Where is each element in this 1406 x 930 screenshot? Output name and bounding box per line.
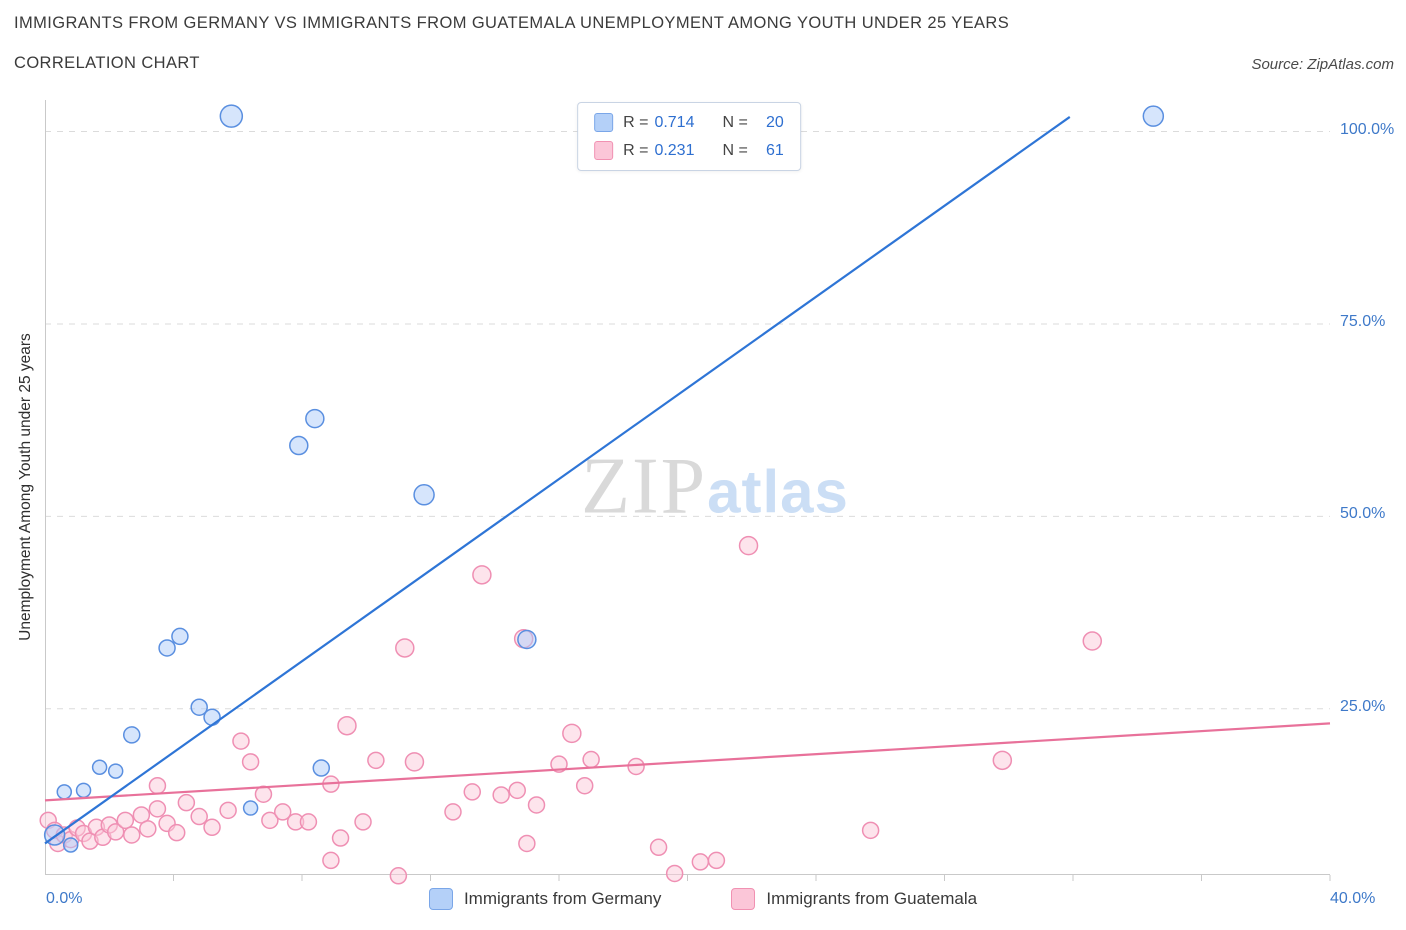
scatter-point-guatemala [190,807,208,826]
legend-item-germany: Immigrants from Germany [428,888,662,910]
r-label: R = [623,141,649,159]
scatter-point-guatemala [219,801,237,820]
guatemala-swatch-icon [731,888,756,910]
correlation-legend-box: R = 0.714 N = 20 R = 0.231 N = 61 [577,102,801,171]
scatter-point-guatemala [550,755,568,773]
scatter-point-germany [122,726,141,744]
scatter-point-guatemala [1082,631,1103,651]
scatter-point-guatemala [148,776,167,795]
scatter-point-guatemala [177,793,196,812]
scatter-point-germany [107,763,124,779]
scatter-point-guatemala [463,783,482,801]
scatter-point-germany [305,408,325,429]
scatter-point-germany [190,698,208,716]
scatter-point-guatemala [273,803,292,821]
scatter-point-guatemala [707,851,726,870]
scatter-point-guatemala [261,811,279,830]
y-tick-label: 75.0% [1340,312,1386,330]
plot-svg [39,100,1331,885]
scatter-point-guatemala [738,535,759,556]
scatter-point-guatemala [527,796,546,814]
y-axis-title: Unemployment Among Youth under 25 years [17,333,34,641]
scatter-point-germany [312,759,331,777]
legend-item-guatemala: Immigrants from Guatemala [731,888,977,910]
n-label: N = [722,141,748,159]
scatter-point-germany [203,708,221,726]
r-label: R = [623,113,649,131]
page-title: IMMIGRANTS FROM GERMANY VS IMMIGRANTS FR… [14,14,1010,32]
scatter-point-guatemala [575,776,594,795]
source-attribution: Source: ZipAtlas.com [1251,56,1394,73]
guatemala-swatch-icon [594,141,614,160]
x-axis-max-label: 40.0% [1330,890,1376,907]
scatter-point-guatemala [518,834,536,853]
chart-subtitle: CORRELATION CHART [14,54,200,72]
scatter-point-germany [219,104,244,128]
y-tick-label: 25.0% [1340,697,1386,715]
scatter-point-guatemala [649,838,668,857]
legend-label-guatemala: Immigrants from Guatemala [766,889,978,908]
scatter-point-guatemala [691,853,710,871]
scatter-point-guatemala [241,753,260,771]
n-label: N = [722,113,748,131]
legend-row-germany: R = 0.714 N = 20 [594,113,784,132]
scatter-point-guatemala [367,751,385,770]
trend-line-germany [44,116,1071,845]
plot-area [39,100,1331,885]
scatter-point-guatemala [404,752,425,772]
scatter-point-guatemala [627,757,645,776]
scatter-point-germany [242,800,259,816]
y-tick-label: 100.0% [1340,120,1395,138]
scatter-point-guatemala [337,715,357,736]
scatter-point-germany [91,759,108,776]
legend-label-germany: Immigrants from Germany [463,889,662,908]
scatter-point-germany [56,784,73,800]
scatter-point-guatemala [148,800,167,818]
scatter-point-guatemala [562,723,582,744]
scatter-point-guatemala [322,851,340,870]
scatter-point-guatemala [331,829,350,847]
scatter-point-guatemala [472,565,492,585]
scatter-point-guatemala [122,826,141,844]
scatter-point-guatemala [395,638,415,658]
scatter-point-guatemala [665,864,684,883]
scatter-point-guatemala [492,786,510,804]
scatter-point-guatemala [116,811,135,830]
scatter-point-guatemala [167,823,186,842]
y-tick-label: 50.0% [1340,505,1386,523]
x-axis-min-label: 0.0% [46,890,83,907]
germany-swatch-icon [594,113,614,132]
scatter-point-germany [158,639,176,657]
scatter-point-germany [75,782,92,799]
scatter-point-germany [517,629,537,650]
scatter-point-guatemala [582,750,600,769]
n-value-guatemala: 61 [765,141,784,159]
scatter-point-guatemala [203,818,221,837]
scatter-point-guatemala [139,820,157,838]
scatter-point-guatemala [861,821,880,840]
scatter-point-guatemala [992,750,1013,771]
scatter-point-germany [1142,105,1165,127]
germany-swatch-icon [428,888,453,910]
scatter-point-germany [413,484,435,506]
scatter-point-guatemala [354,813,372,831]
series-legend: Immigrants from Germany Immigrants from … [0,888,1406,910]
legend-row-guatemala: R = 0.231 N = 61 [594,141,784,160]
n-value-germany: 20 [765,113,784,131]
scatter-point-guatemala [232,732,250,750]
scatter-point-guatemala [389,867,408,885]
r-value-guatemala: 0.231 [654,141,695,159]
scatter-point-germany [171,627,189,646]
scatter-point-germany [289,435,309,456]
scatter-point-guatemala [444,803,462,821]
scatter-point-guatemala [299,813,318,831]
trend-line-guatemala [44,722,1331,802]
scatter-point-guatemala [508,781,526,800]
scatter-point-germany [62,837,79,853]
r-value-germany: 0.714 [654,113,695,131]
